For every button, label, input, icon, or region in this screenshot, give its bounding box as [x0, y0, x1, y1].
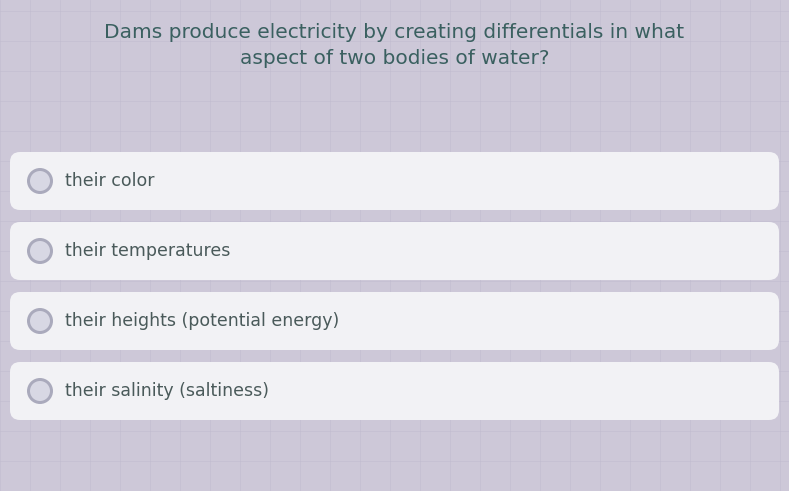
- Text: Dams produce electricity by creating differentials in what: Dams produce electricity by creating dif…: [104, 23, 685, 42]
- FancyBboxPatch shape: [10, 362, 779, 420]
- FancyBboxPatch shape: [10, 152, 779, 210]
- Circle shape: [27, 168, 53, 194]
- FancyBboxPatch shape: [10, 292, 779, 350]
- Text: their salinity (saltiness): their salinity (saltiness): [65, 382, 269, 400]
- Text: their heights (potential energy): their heights (potential energy): [65, 312, 339, 330]
- Circle shape: [30, 381, 50, 401]
- Text: aspect of two bodies of water?: aspect of two bodies of water?: [240, 49, 549, 67]
- Circle shape: [27, 238, 53, 264]
- Text: their temperatures: their temperatures: [65, 242, 230, 260]
- Circle shape: [30, 171, 50, 191]
- Text: their color: their color: [65, 172, 155, 190]
- FancyBboxPatch shape: [10, 222, 779, 280]
- Circle shape: [30, 311, 50, 331]
- Circle shape: [27, 308, 53, 334]
- Circle shape: [27, 378, 53, 404]
- Circle shape: [30, 241, 50, 261]
